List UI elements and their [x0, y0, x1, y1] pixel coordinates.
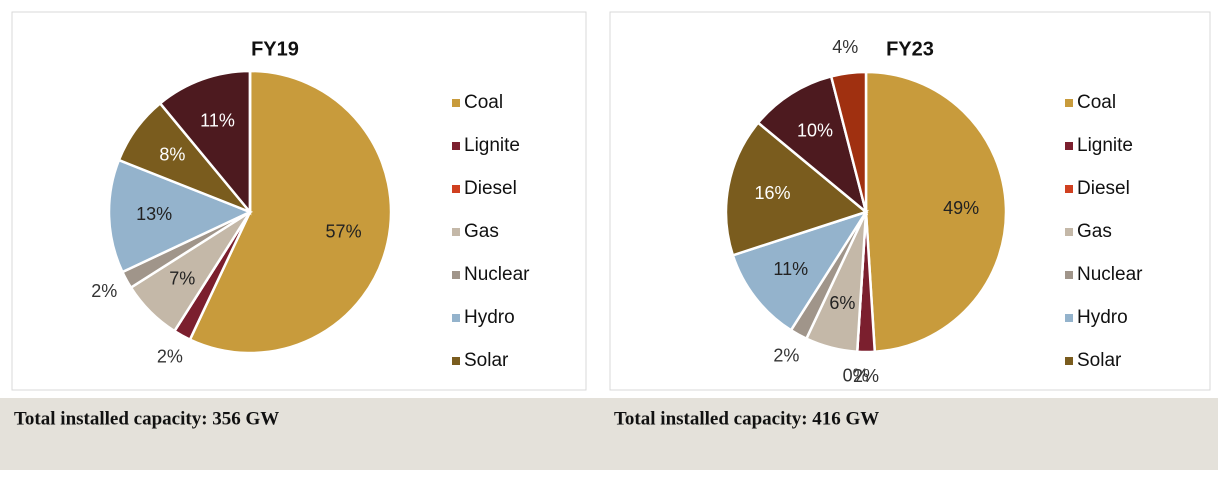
- data-label: 2%: [773, 346, 799, 366]
- caption: Total installed capacity: 356 GW: [14, 408, 279, 429]
- legend-marker: [1065, 142, 1073, 150]
- pie-slice: [107, 158, 254, 274]
- data-label: 10%: [797, 120, 833, 140]
- legend-label: Solar: [1077, 350, 1122, 371]
- legend-label: Lignite: [1077, 135, 1133, 156]
- legend-label: Diesel: [1077, 178, 1130, 199]
- chart-title: FY19: [251, 38, 299, 60]
- legend-marker: [452, 314, 460, 322]
- legend-marker: [1065, 271, 1073, 279]
- data-label: 8%: [159, 144, 185, 164]
- data-label: 57%: [326, 222, 362, 242]
- data-label: 11%: [773, 259, 808, 279]
- data-label: 16%: [754, 183, 790, 203]
- legend-marker: [1065, 228, 1073, 236]
- legend-marker: [452, 99, 460, 107]
- data-label: 4%: [832, 37, 858, 57]
- legend-marker: [452, 142, 460, 150]
- legend-label: Gas: [464, 221, 499, 242]
- pie-slice: [829, 70, 868, 213]
- legend-label: Nuclear: [464, 264, 530, 285]
- data-label: 13%: [136, 204, 172, 224]
- legend-label: Diesel: [464, 178, 517, 199]
- legend-marker: [1065, 314, 1073, 322]
- legend-marker: [1065, 357, 1073, 365]
- legend-marker: [452, 357, 460, 365]
- data-label: 6%: [829, 293, 855, 313]
- legend-label: Nuclear: [1077, 264, 1143, 285]
- legend-label: Gas: [1077, 221, 1112, 242]
- legend-marker: [1065, 99, 1073, 107]
- legend-marker: [452, 271, 460, 279]
- data-label: 0%: [843, 366, 869, 386]
- pie-slice: [724, 121, 869, 257]
- data-label: 49%: [943, 198, 979, 218]
- data-label: 2%: [853, 366, 879, 386]
- legend-marker: [452, 185, 460, 193]
- legend-label: Solar: [464, 350, 509, 371]
- pie-slice: [731, 209, 869, 332]
- chart-title: FY23: [886, 38, 934, 60]
- pie-slice: [158, 69, 252, 216]
- legend-label: Coal: [464, 92, 503, 113]
- pie-slice: [188, 69, 393, 355]
- legend-label: Hydro: [1077, 307, 1128, 328]
- data-label: 2%: [91, 281, 117, 301]
- data-label: 11%: [200, 111, 235, 131]
- legend-marker: [1065, 185, 1073, 193]
- caption-band: [0, 398, 1218, 470]
- data-label: 7%: [169, 269, 195, 289]
- legend-marker: [452, 228, 460, 236]
- pie-slice: [864, 70, 1008, 354]
- legend-label: Hydro: [464, 307, 515, 328]
- legend-label: Lignite: [464, 135, 520, 156]
- legend-label: Coal: [1077, 92, 1116, 113]
- data-label: 2%: [157, 347, 183, 367]
- caption: Total installed capacity: 416 GW: [614, 408, 879, 429]
